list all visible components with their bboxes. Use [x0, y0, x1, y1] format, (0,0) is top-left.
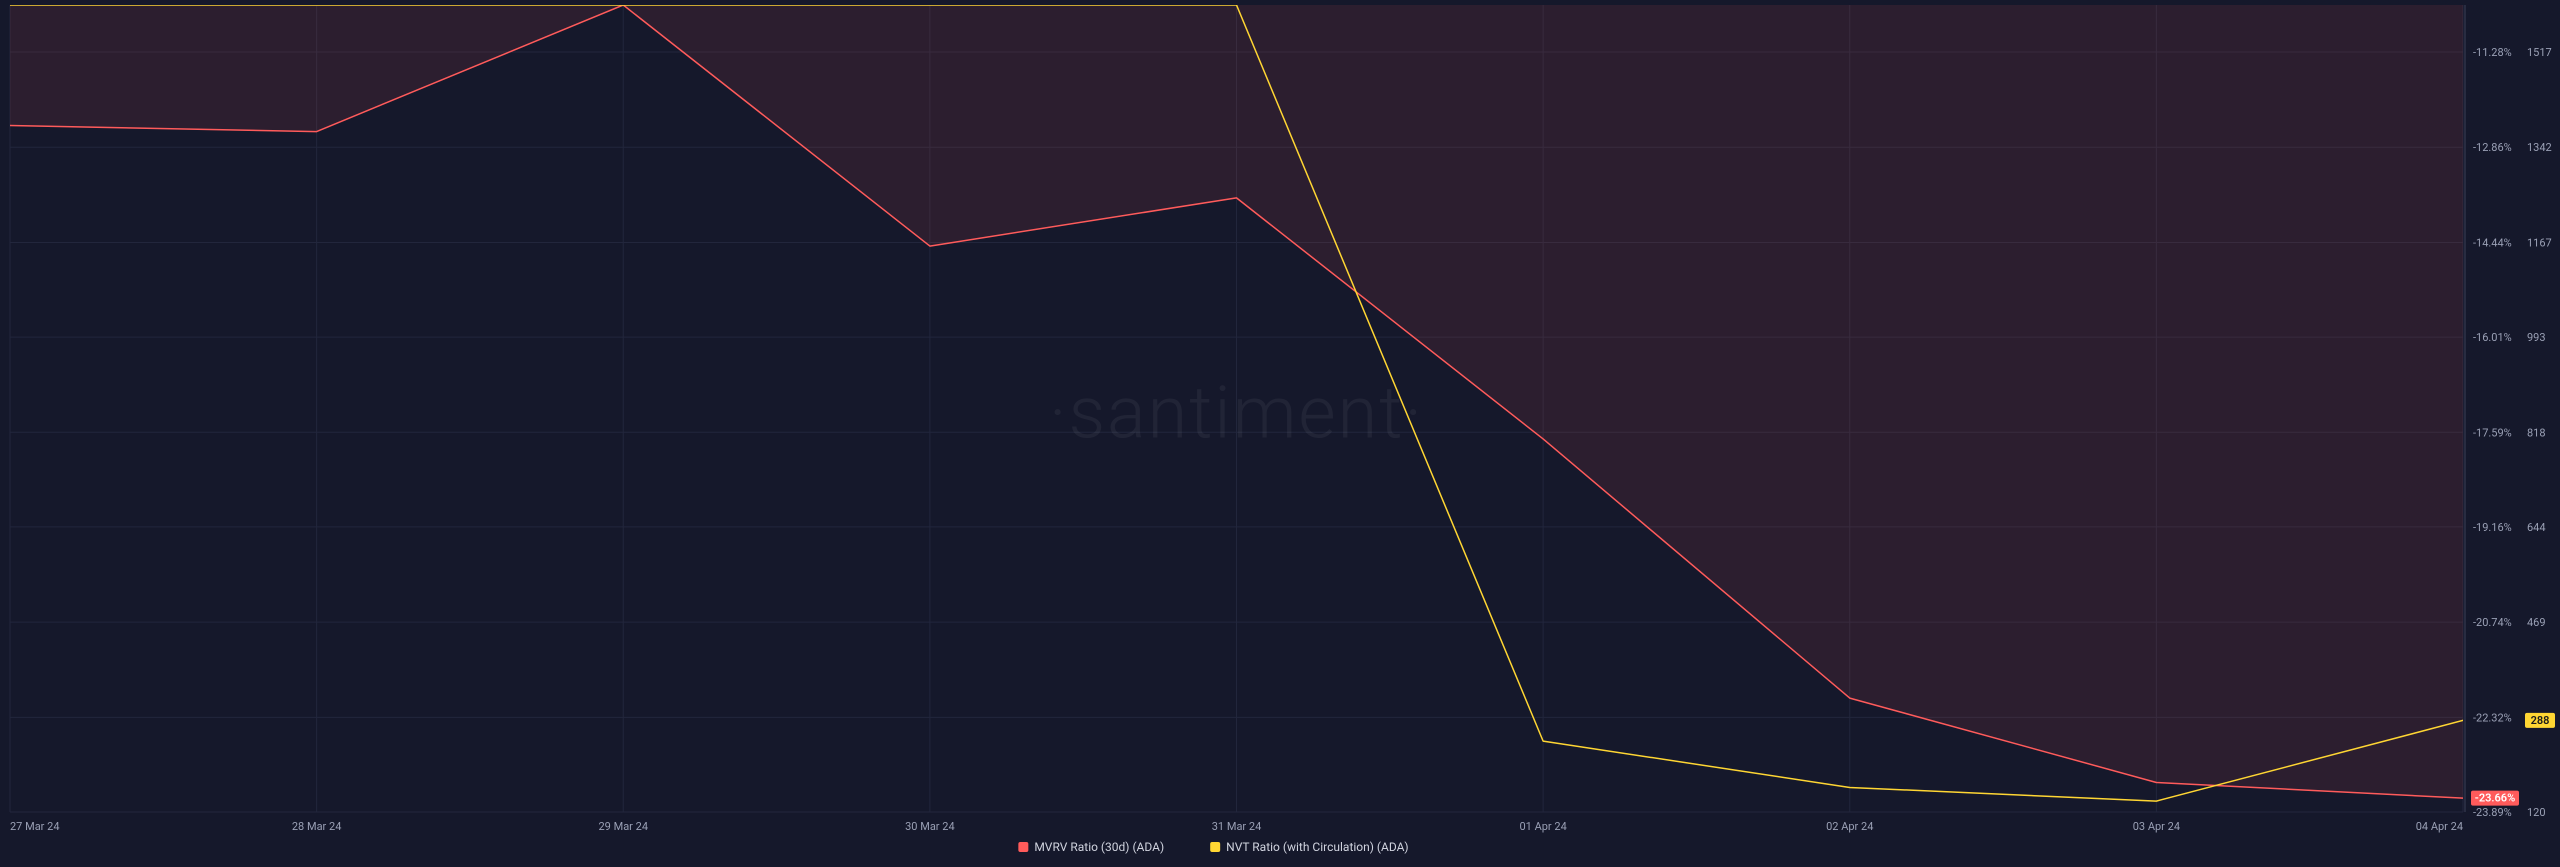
x-tick-label: 27 Mar 24 — [10, 820, 60, 833]
y-left-tick-label: -17.59% — [2473, 426, 2512, 439]
y-left-tick-label: -19.16% — [2473, 521, 2512, 534]
x-tick-label: 30 Mar 24 — [905, 820, 955, 833]
legend-swatch — [1018, 842, 1028, 852]
svg-text:288: 288 — [2531, 714, 2550, 727]
y-left-tick-label: -12.86% — [2473, 141, 2512, 154]
legend-label: MVRV Ratio (30d) (ADA) — [1034, 840, 1164, 854]
y-left-tick-label: -23.89% — [2473, 806, 2512, 819]
x-tick-label: 03 Apr 24 — [2133, 820, 2180, 833]
y-right-tick-label: 818 — [2527, 426, 2546, 439]
y-left-tick-label: -22.32% — [2473, 711, 2512, 724]
x-tick-label: 04 Apr 24 — [2416, 820, 2463, 833]
x-tick-label: 02 Apr 24 — [1826, 820, 1873, 833]
y-right-tick-label: 1342 — [2527, 141, 2552, 154]
legend-swatch — [1210, 842, 1220, 852]
x-tick-label: 29 Mar 24 — [599, 820, 649, 833]
y-left-tick-label: -14.44% — [2473, 236, 2512, 249]
value-badge: 288 — [2525, 713, 2555, 728]
y-right-tick-label: 469 — [2527, 616, 2546, 629]
legend-label: NVT Ratio (with Circulation) (ADA) — [1226, 840, 1408, 854]
value-badge: -23.66% — [2471, 791, 2519, 806]
y-right-tick-label: 120 — [2527, 806, 2546, 819]
svg-text:-23.66%: -23.66% — [2475, 792, 2515, 805]
y-right-tick-label: 1517 — [2527, 46, 2552, 59]
y-right-tick-label: 1167 — [2527, 236, 2552, 249]
y-right-tick-label: 993 — [2527, 331, 2546, 344]
y-right-tick-label: 644 — [2527, 521, 2546, 534]
x-tick-label: 31 Mar 24 — [1212, 820, 1262, 833]
y-left-tick-label: -20.74% — [2473, 616, 2512, 629]
y-left-tick-label: -11.28% — [2473, 46, 2512, 59]
x-tick-label: 28 Mar 24 — [292, 820, 342, 833]
line-chart: ·santiment· 27 Mar 24 28 Mar 24 29 Mar 24 30… — [0, 0, 2560, 867]
x-tick-label: 01 Apr 24 — [1519, 820, 1566, 833]
y-left-tick-label: -16.01% — [2473, 331, 2512, 344]
legend: MVRV Ratio (30d) (ADA) NVT Ratio (with Ci… — [1018, 840, 1408, 854]
watermark: ·santiment· — [1049, 371, 1424, 456]
